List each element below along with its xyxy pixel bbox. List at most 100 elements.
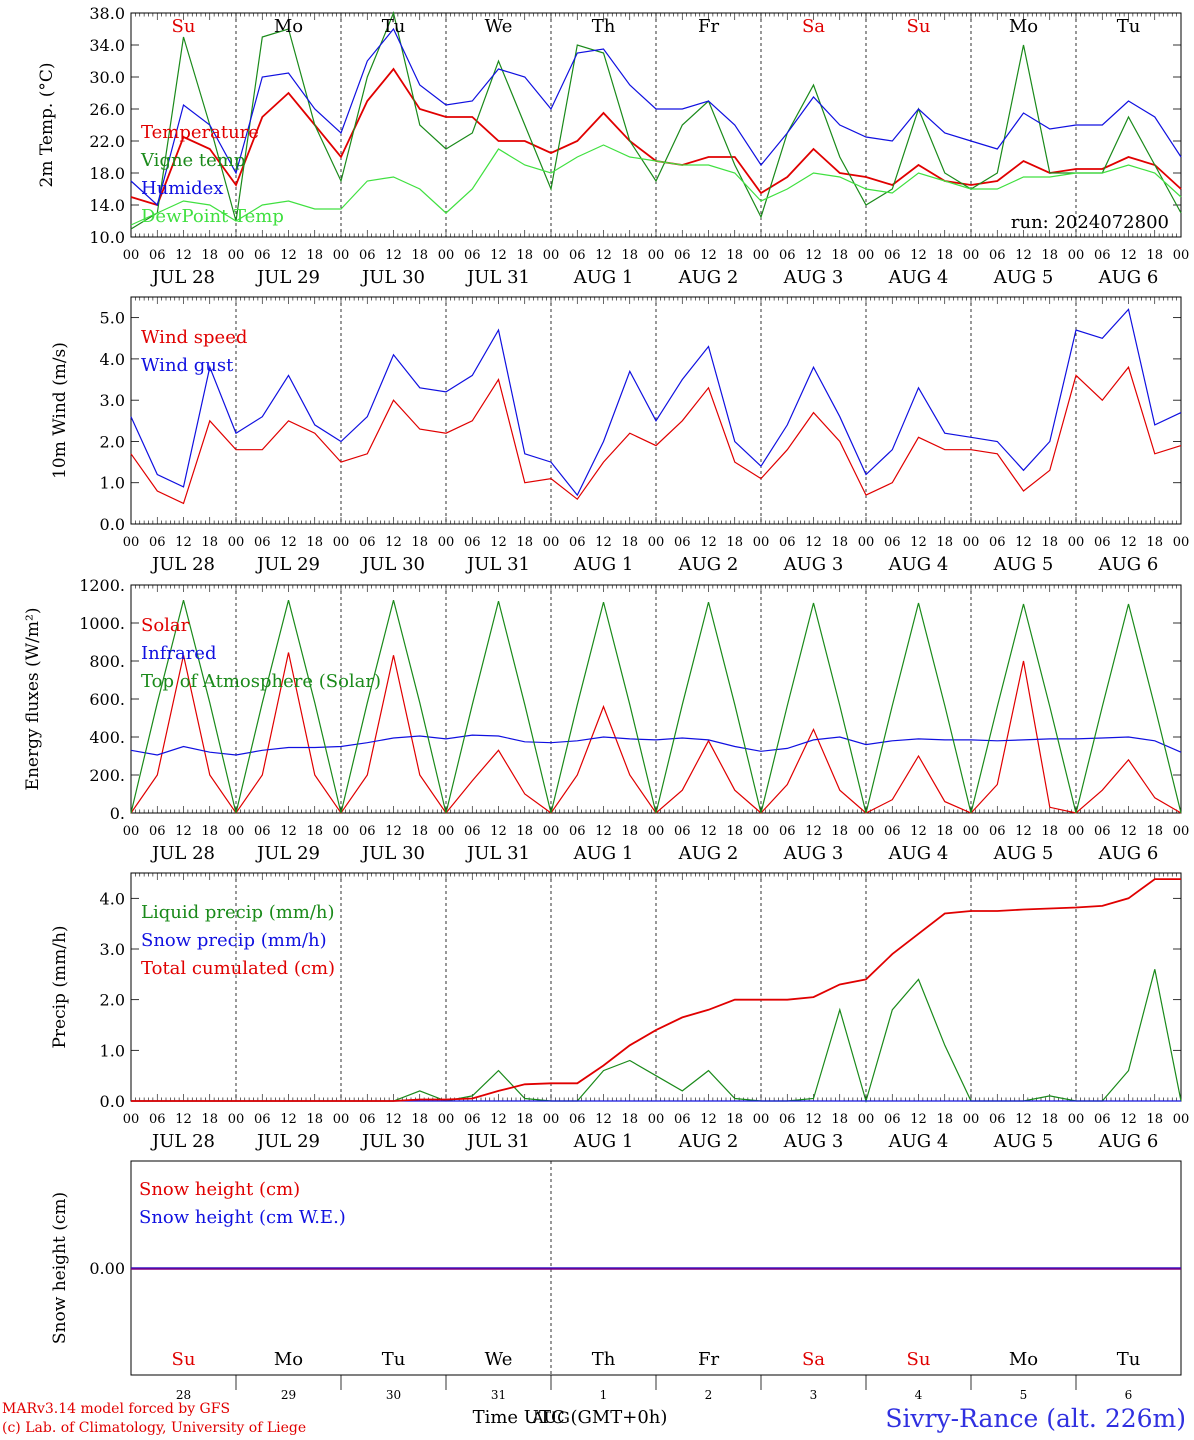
legend-entry: Total cumulated (cm) [141,958,335,979]
day-number-label: 3 [810,1388,818,1402]
day-of-week-label: Su [907,1349,931,1370]
x-tick-label: 18 [831,535,848,550]
x-tick-label: 00 [1173,248,1190,263]
x-tick-label: 18 [306,535,323,550]
date-label: AUG 1 [573,843,634,864]
x-tick-label: 12 [490,535,507,550]
x-tick-label: 06 [569,248,586,263]
date-label: JUL 28 [150,1131,215,1152]
y-tick-label: 0. [110,804,125,823]
y-tick-label: 10.0 [89,228,125,247]
x-tick-label: 06 [464,1112,481,1127]
x-tick-label: 12 [595,248,612,263]
date-label: AUG 4 [888,843,949,864]
x-tick-label: 00 [228,1112,245,1127]
x-tick-label: 18 [306,248,323,263]
day-number-label: 1 [600,1388,608,1402]
x-tick-label: 18 [726,535,743,550]
y-tick-label: 800. [89,652,125,671]
day-of-week-label: Mo [1009,16,1038,37]
x-tick-label: 18 [936,535,953,550]
x-tick-label: 18 [831,824,848,839]
x-tick-label: 12 [490,824,507,839]
x-tick-label: 06 [254,1112,271,1127]
x-tick-label: 18 [1041,248,1058,263]
y-tick-label: 4.0 [100,350,125,369]
x-tick-label: 06 [569,1112,586,1127]
x-tick-label: 00 [1173,535,1190,550]
y-tick-label: 200. [89,766,125,785]
x-tick-label: 12 [1120,824,1137,839]
date-label: AUG 2 [678,554,739,575]
legend-entry: Vigne temp [140,150,245,171]
x-tick-label: 00 [858,824,875,839]
date-label: AUG 3 [783,267,844,288]
x-tick-label: 12 [1015,1112,1032,1127]
day-of-week-label: Su [172,1349,196,1370]
x-tick-label: 06 [359,535,376,550]
day-number-label: 30 [386,1388,401,1402]
x-tick-label: 12 [385,824,402,839]
y-tick-label: 1000. [79,614,125,633]
x-tick-label: 06 [359,248,376,263]
legend-entry: Snow height (cm) [139,1179,300,1200]
date-label: JUL 30 [360,843,425,864]
legend-entry: DewPoint Temp [141,206,284,227]
x-tick-label: 06 [884,824,901,839]
date-label: AUG 4 [888,267,949,288]
legend-entry: Temperature [141,122,259,143]
x-tick-label: 00 [333,248,350,263]
series-line [130,11,1182,230]
x-tick-label: 12 [700,248,717,263]
x-tick-label: 00 [1068,248,1085,263]
day-of-week-label: Tu [382,1349,406,1370]
x-tick-label: 18 [831,1112,848,1127]
day-of-week-label: Su [907,16,931,37]
x-tick-label: 06 [149,248,166,263]
date-label: JUL 31 [465,554,530,575]
y-tick-label: 400. [89,728,125,747]
day-of-week-label: Mo [274,1349,303,1370]
x-tick-label: 06 [779,824,796,839]
panel-5: 0.00 Snow height (cm) Snow height (cm) Snow… [50,1160,1182,1376]
x-tick-label: 12 [175,248,192,263]
x-tick-label: 00 [858,1112,875,1127]
day-of-week-label: Mo [1009,1349,1038,1370]
legend-entry: Humidex [141,178,223,199]
x-tick-label: 06 [149,535,166,550]
x-tick-label: 12 [490,1112,507,1127]
y-tick-label: 34.0 [89,36,125,55]
day-of-week-label: Th [592,1349,616,1370]
x-tick-label: 06 [464,535,481,550]
x-tick-label: 06 [989,248,1006,263]
x-tick-label: 00 [858,535,875,550]
date-label: AUG 2 [678,267,739,288]
y-tick-label: 18.0 [89,164,125,183]
x-tick-label: 06 [1094,248,1111,263]
legend-entry: Wind speed [141,327,247,348]
date-label: AUG 1 [573,1131,634,1152]
x-tick-label: 06 [674,248,691,263]
run-label: run: 2024072800 [1011,212,1169,233]
x-tick-label: 18 [516,1112,533,1127]
y-tick-label: 3.0 [100,391,125,410]
x-tick-label: 18 [1146,535,1163,550]
x-tick-label: 12 [910,1112,927,1127]
x-tick-label: 12 [385,1112,402,1127]
day-of-week-label: We [485,16,513,37]
x-tick-label: 00 [123,824,140,839]
x-tick-label: 00 [648,535,665,550]
y-tick-label: 5.0 [100,309,125,328]
x-tick-label: 00 [1068,1112,1085,1127]
date-label: AUG 6 [1098,843,1159,864]
x-tick-label: 18 [621,535,638,550]
x-tick-label: 06 [674,535,691,550]
x-tick-label: 06 [464,248,481,263]
x-tick-label: 00 [753,248,770,263]
x-tick-label: 00 [438,248,455,263]
x-tick-label: 00 [543,1112,560,1127]
x-tick-label: 18 [201,824,218,839]
x-tick-label: 12 [805,1112,822,1127]
y-axis-label: Energy fluxes (W/m²) [23,608,43,791]
x-tick-label: 12 [1015,535,1032,550]
